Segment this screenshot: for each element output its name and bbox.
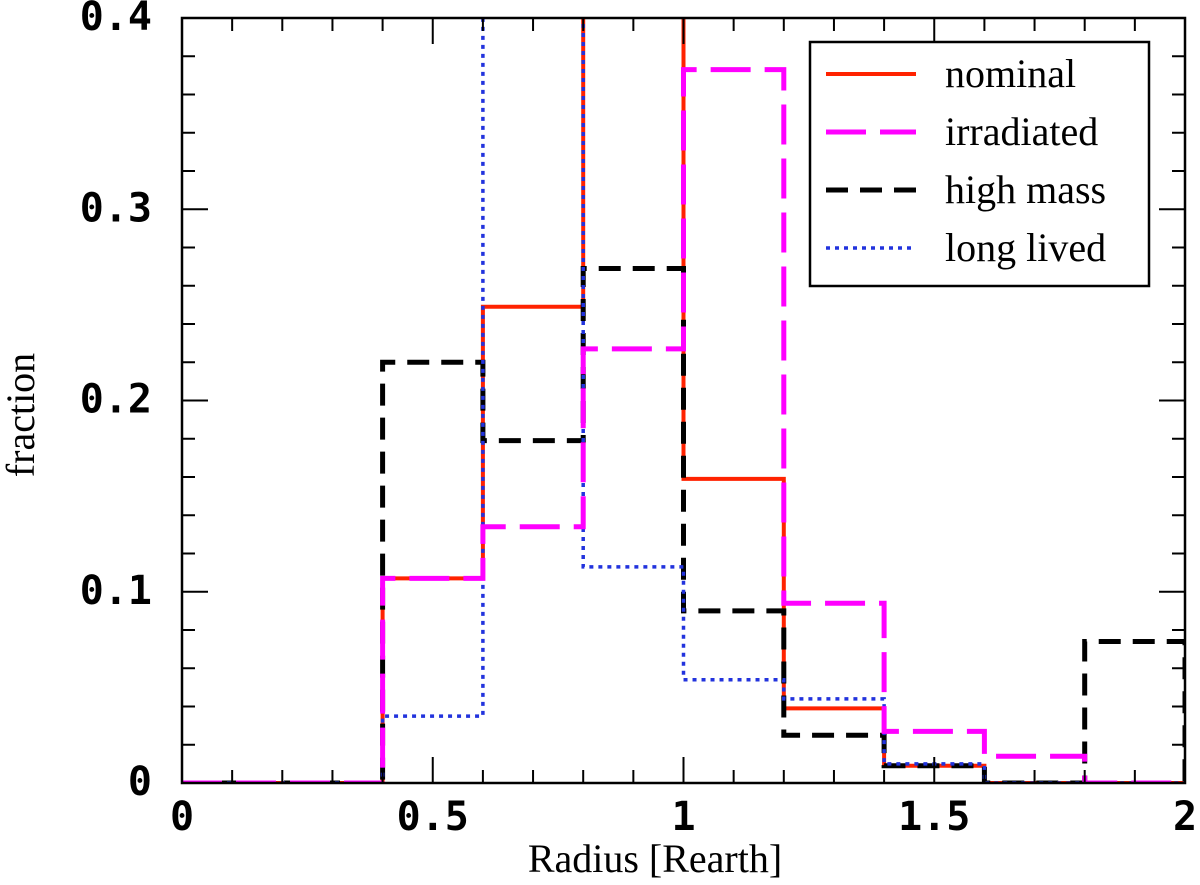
x-tick-label: 1 — [671, 794, 695, 840]
legend-label-high-mass: high mass — [945, 167, 1106, 212]
y-tick-label: 0.3 — [80, 185, 152, 231]
legend-label-irradiated: irradiated — [945, 109, 1098, 154]
legend-label-nominal: nominal — [945, 51, 1076, 96]
y-tick-label: 0.1 — [80, 568, 152, 614]
y-tick-label: 0 — [128, 759, 152, 805]
tick-labels: 0 0.5 1 1.5 2 0 0.1 0.2 0.3 0.4 — [80, 0, 1197, 840]
series-high-mass — [182, 266, 1185, 783]
x-tick-label: 1.5 — [898, 794, 970, 840]
series-long-lived — [182, 18, 1185, 783]
series-layer — [182, 18, 1185, 783]
x-tick-label: 0.5 — [397, 794, 469, 840]
x-tick-label: 2 — [1173, 794, 1197, 840]
y-axis-title: fraction — [0, 353, 43, 477]
y-tick-label: 0.2 — [80, 377, 152, 423]
legend-label-long-lived: long lived — [945, 225, 1106, 270]
y-tick-label: 0.4 — [80, 0, 152, 40]
x-axis-title: Radius [Rearth] — [528, 836, 782, 881]
x-tick-label: 0 — [170, 794, 194, 840]
series-irradiated — [182, 67, 1185, 783]
legend-box — [808, 40, 1151, 288]
legend: nominal irradiated high mass long lived — [808, 40, 1151, 288]
axes-layer — [180, 16, 1187, 785]
